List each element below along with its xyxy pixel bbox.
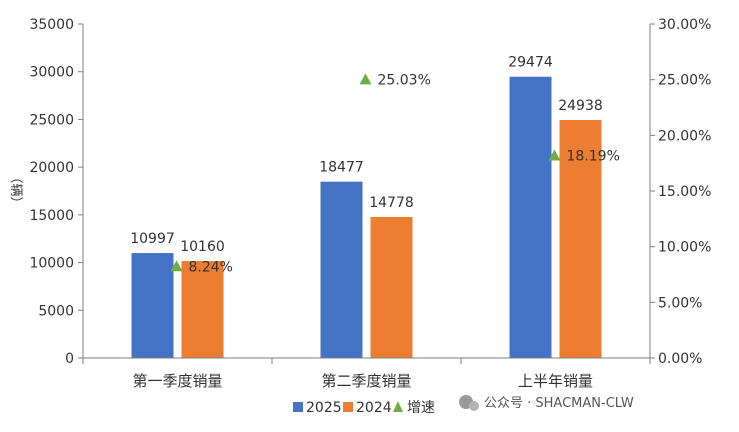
bar-2025: [320, 181, 363, 358]
bar-value-label: 29474: [508, 55, 553, 71]
right-tick-label: 5.00%: [658, 295, 702, 311]
left-axis: 0 5000 10000 15000 20000 25000 30000 35000: [29, 17, 84, 367]
growth-value-label: 8.24%: [189, 259, 233, 275]
right-axis: 0.00% 5.00% 10.00% 15.00% 20.00% 25.00% 30.00%: [649, 17, 711, 367]
bar-value-label: 18477: [319, 160, 364, 176]
growth-marker: [170, 260, 183, 272]
right-tick-label: 10.00%: [658, 240, 711, 256]
left-tick-label: 0: [65, 351, 74, 367]
bar-2024: [370, 216, 413, 358]
bar-value-label: 10160: [180, 239, 225, 255]
category-label: 上半年销量: [518, 372, 593, 390]
legend-label: 2025: [306, 400, 342, 416]
bars: 10997 18477 29474 10160 14778 24938: [130, 55, 603, 358]
bar-2024: [181, 261, 224, 358]
right-tick-label: 20.00%: [658, 128, 711, 144]
legend-swatch: [343, 402, 353, 412]
left-tick-label: 15000: [29, 208, 74, 224]
left-tick-label: 25000: [29, 112, 74, 128]
category-labels: 第一季度销量 第二季度销量 上半年销量: [82, 357, 651, 390]
bar-2025: [131, 253, 174, 358]
right-tick-label: 25.00%: [658, 73, 711, 89]
y-axis-label: （辆）: [8, 170, 23, 209]
legend-swatch: [393, 401, 403, 412]
watermark-text: 公众号 · SHACMAN-CLW: [484, 396, 634, 411]
category-label: 第一季度销量: [132, 372, 222, 390]
bar-2024: [559, 120, 602, 358]
legend: 2025 2024 增速: [293, 400, 435, 416]
bar-value-label: 10997: [130, 231, 175, 247]
legend-label: 增速: [407, 400, 435, 416]
legend-label: 2024: [356, 400, 392, 416]
bar-value-label: 14778: [369, 195, 414, 211]
bar-value-label: 24938: [558, 98, 603, 114]
bar-2025: [509, 76, 552, 358]
legend-swatch: [293, 402, 303, 412]
right-tick-label: 30.00%: [658, 17, 711, 33]
right-tick-label: 15.00%: [658, 184, 711, 200]
left-tick-label: 35000: [29, 17, 74, 33]
watermark: 公众号 · SHACMAN-CLW: [459, 395, 634, 411]
left-tick-label: 10000: [29, 256, 74, 272]
wechat-icon-bubble: [469, 401, 479, 411]
right-tick-label: 0.00%: [658, 351, 702, 367]
growth-value-label: 25.03%: [378, 72, 431, 88]
growth-markers: 8.24% 25.03% 18.19%: [170, 72, 620, 275]
left-tick-label: 20000: [29, 160, 74, 176]
left-tick-label: 5000: [38, 303, 74, 319]
category-label: 第二季度销量: [321, 372, 411, 390]
growth-value-label: 18.19%: [567, 148, 620, 164]
growth-marker: [359, 73, 372, 85]
growth-marker: [548, 149, 561, 161]
left-tick-label: 30000: [29, 65, 74, 81]
